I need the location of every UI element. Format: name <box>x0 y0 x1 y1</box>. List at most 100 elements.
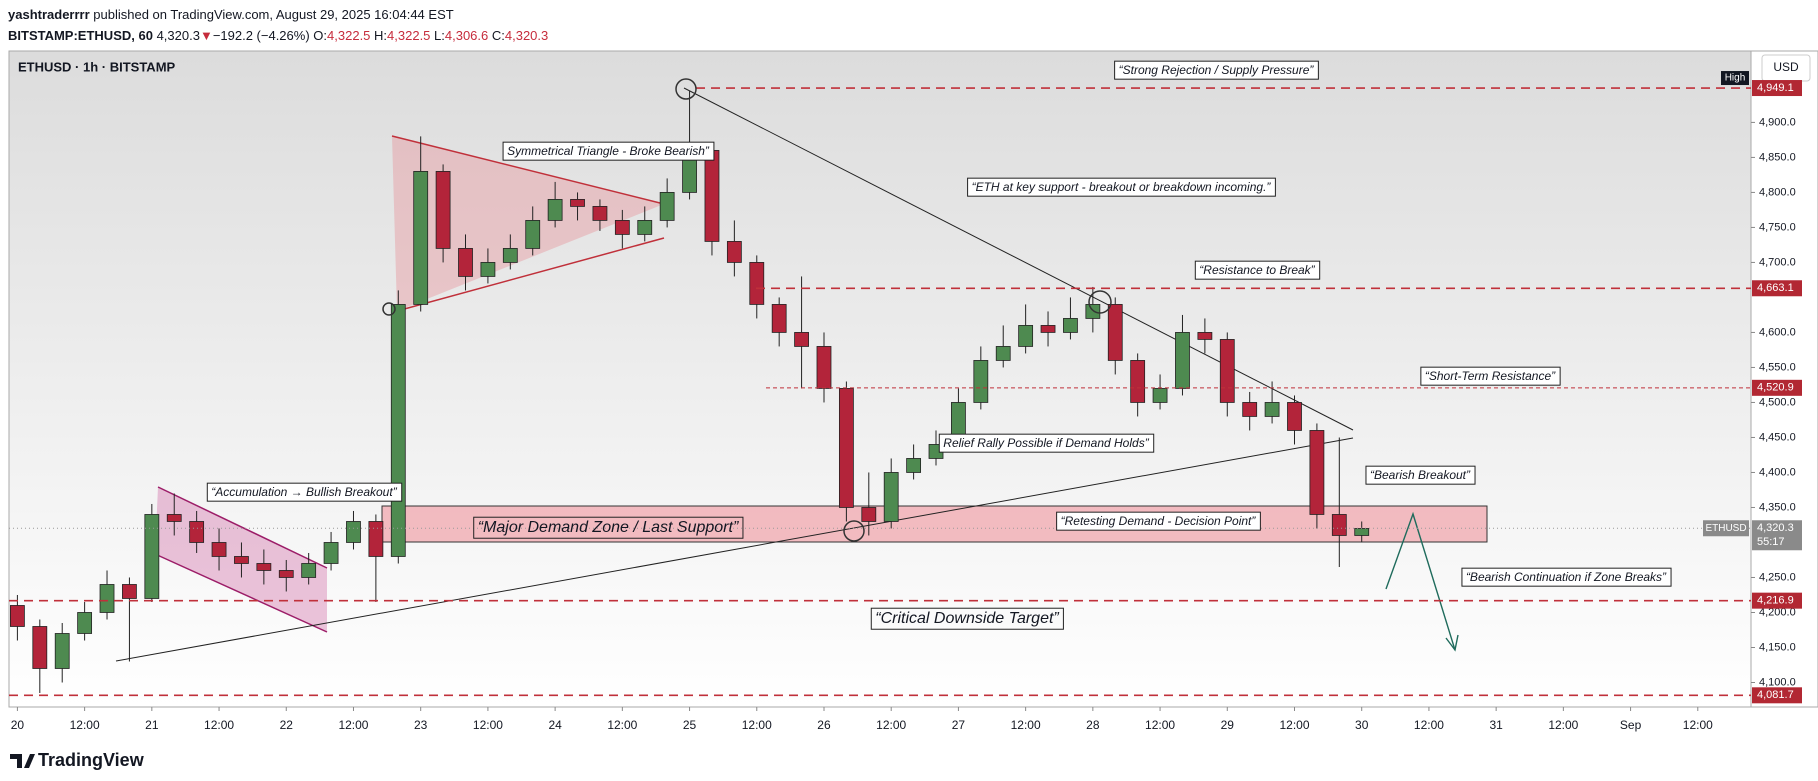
x-tick-label: 27 <box>952 718 966 732</box>
x-tick-label: 25 <box>683 718 697 732</box>
high-tag <box>1721 71 1749 86</box>
candle-body <box>525 220 541 249</box>
x-tick-label: 23 <box>414 718 428 732</box>
pivot-circle <box>382 302 396 316</box>
candle-body <box>570 199 585 207</box>
level-label: 4,216.9 <box>1757 595 1794 607</box>
candle-body <box>256 563 272 571</box>
ohlc-value: 4,322.5 <box>387 28 431 43</box>
level-tag <box>1752 280 1802 297</box>
candle-body <box>749 262 765 305</box>
chart-title: ETHUSD · 1h · BITSTAMP <box>18 59 176 74</box>
channel-line <box>157 486 328 569</box>
level-tag <box>1752 592 1802 609</box>
candle-body <box>278 570 294 578</box>
level-tag <box>1752 687 1802 704</box>
candle-body <box>1130 360 1146 403</box>
x-tick-label: 30 <box>1355 718 1369 732</box>
candle-body <box>726 241 742 263</box>
candle-body <box>54 633 70 669</box>
annotation-box <box>1461 567 1672 587</box>
x-tick-label: 12:00 <box>1548 718 1578 732</box>
x-tick-label: 12:00 <box>1145 718 1175 732</box>
candle-body <box>883 472 899 522</box>
candle-body <box>166 514 182 522</box>
x-tick-label: 12:00 <box>473 718 503 732</box>
annotation: Symmetrical Triangle - Broke Bearish” <box>507 144 710 158</box>
triangle-line <box>391 135 665 205</box>
y-tick-label: 4,850.0 <box>1759 151 1796 163</box>
x-tick-label: 12:00 <box>70 718 100 732</box>
symbol: BITSTAMP:ETHUSD, 60 <box>8 28 153 43</box>
y-tick-label: 4,700.0 <box>1759 256 1796 268</box>
candle-body <box>189 521 205 543</box>
annotation: “Strong Rejection / Supply Pressure” <box>1119 63 1315 77</box>
annotation: “Retesting Demand - Decision Point” <box>1061 514 1257 528</box>
x-tick-label: 12:00 <box>1414 718 1444 732</box>
x-tick-label: 12:00 <box>338 718 368 732</box>
candle-body <box>547 199 563 221</box>
y-tick-label: 4,800.0 <box>1759 186 1796 198</box>
last-symbol: ETHUSD <box>1705 523 1746 534</box>
candle-body <box>1197 332 1213 340</box>
candle-body <box>122 584 137 599</box>
y-tick-label: 4,450.0 <box>1759 431 1796 443</box>
x-tick-label: 12:00 <box>1279 718 1309 732</box>
annotation-box <box>1194 260 1321 280</box>
level-label: 4,520.9 <box>1757 382 1794 394</box>
candle-body <box>1287 402 1302 431</box>
candle-body <box>77 612 93 634</box>
candle-body <box>704 150 720 242</box>
ohlc-value: 4,322.5 <box>327 28 371 43</box>
channel-line <box>154 553 328 633</box>
y-tick-label: 4,200.0 <box>1759 606 1796 618</box>
level-label: 4,663.1 <box>1757 282 1794 294</box>
projection-arrow <box>1385 511 1456 651</box>
ohlc-value: 4,306.6 <box>444 28 489 43</box>
candle-body <box>301 563 317 578</box>
candle-body <box>794 332 809 347</box>
candle-body <box>861 507 877 522</box>
pivot-circle <box>1088 290 1112 314</box>
candle-body <box>1175 332 1190 389</box>
ohlc-key: C: <box>491 28 505 43</box>
annotation-box <box>1365 465 1476 485</box>
y-tick-label: 4,400.0 <box>1759 466 1796 478</box>
last-price-tag <box>1752 520 1802 551</box>
x-tick-label: 12:00 <box>876 718 906 732</box>
candle-body <box>1219 339 1235 403</box>
candle-body <box>234 556 249 564</box>
level-tag <box>1752 80 1802 97</box>
ohlc-value: 4,320.3 <box>504 28 549 43</box>
candle-body <box>995 346 1011 361</box>
header: yashtraderrrr published on TradingView.c… <box>8 4 548 46</box>
candle-body <box>816 346 832 389</box>
x-tick-label: Sep <box>1620 718 1642 732</box>
annotation: “Accumulation → Bullish Breakout” <box>211 485 397 499</box>
candle-body <box>1309 430 1325 515</box>
y-tick-label: 4,150.0 <box>1759 641 1796 653</box>
candle-body <box>838 388 854 508</box>
x-tick-label: 12:00 <box>1683 718 1713 732</box>
x-tick-label: 24 <box>548 718 562 732</box>
candle-body <box>323 542 339 564</box>
x-tick-label: 12:00 <box>1011 718 1041 732</box>
candle-body <box>771 304 787 333</box>
candle-body <box>368 521 384 557</box>
trend-line <box>683 87 1354 431</box>
candle-body <box>1085 304 1101 319</box>
candle-body <box>144 514 160 599</box>
triangle-line <box>396 237 665 312</box>
candle-body <box>480 262 496 277</box>
currency[interactable]: USD <box>1773 60 1799 74</box>
candle-body <box>1063 318 1078 333</box>
candle-body <box>10 605 25 627</box>
candle-body <box>502 248 518 263</box>
candle-body <box>413 171 429 305</box>
level-label: 4,081.7 <box>1757 689 1794 701</box>
ohlc-key: L: <box>434 28 445 43</box>
x-tick-label: 29 <box>1221 718 1235 732</box>
annotation: “Short-Term Resistance” <box>1425 369 1556 383</box>
annotation: “Bearish Breakout” <box>1370 468 1471 482</box>
